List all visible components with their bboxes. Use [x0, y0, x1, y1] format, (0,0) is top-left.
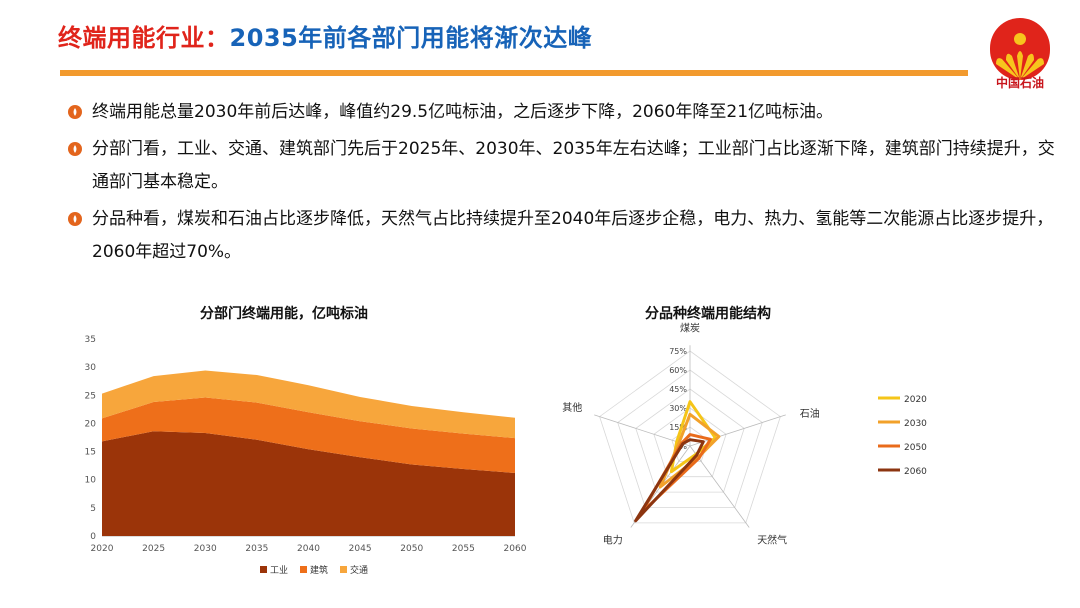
radar-axis-label: 其他	[562, 401, 582, 414]
legend-label: 2030	[904, 419, 927, 429]
radar-spoke	[594, 414, 691, 447]
area-chart-title: 分部门终端用能，亿吨标油	[200, 306, 368, 322]
radar-tick-label: 45%	[669, 385, 687, 394]
title-part-red: 终端用能行业：	[58, 24, 230, 52]
bullet-drop-icon	[68, 105, 82, 119]
x-tick-label: 2030	[194, 544, 217, 554]
radar-tick-label: 75%	[669, 347, 687, 356]
bullet-drop-icon	[68, 212, 82, 226]
bullet-item: 终端用能总量2030年前后达峰，峰值约29.5亿吨标油，之后逐步下降，2060年…	[68, 96, 1058, 129]
radar-chart: 0%15%30%45%60%75%煤炭石油天然气电力其他202020302050…	[562, 321, 927, 546]
x-tick-label: 2055	[452, 544, 475, 554]
radar-spoke	[689, 445, 750, 528]
radar-tick-label: 60%	[669, 366, 687, 375]
radar-axis-label: 天然气	[757, 533, 787, 546]
y-tick-label: 30	[85, 363, 97, 373]
area-series-交通	[102, 370, 515, 439]
legend-label: 2060	[904, 467, 927, 477]
bullet-text: 分部门看，工业、交通、建筑部门先后于2025年、2030年、2035年左右达峰；…	[92, 139, 1055, 192]
legend-swatch	[340, 566, 347, 573]
x-tick-label: 2040	[297, 544, 320, 554]
x-tick-label: 2025	[142, 544, 165, 554]
radar-grid-ring	[653, 407, 727, 478]
legend-swatch	[300, 566, 307, 573]
title-part-blue: 2035年前各部门用能将渐次达峰	[229, 24, 593, 52]
y-tick-label: 25	[85, 391, 96, 401]
legend-label: 2050	[904, 443, 927, 453]
radar-grid-ring	[617, 369, 763, 508]
y-tick-label: 5	[90, 504, 96, 514]
area-series-工业	[102, 431, 515, 536]
y-tick-label: 10	[85, 476, 97, 486]
radar-axis-label: 煤炭	[680, 321, 700, 334]
radar-chart-title: 分品种终端用能结构	[645, 306, 771, 322]
x-tick-label: 2020	[91, 544, 114, 554]
legend-label: 建筑	[310, 564, 328, 576]
y-tick-label: 0	[90, 532, 96, 542]
x-tick-label: 2035	[245, 544, 268, 554]
bullet-list: 终端用能总量2030年前后达峰，峰值约29.5亿吨标油，之后逐步下降，2060年…	[68, 96, 1058, 273]
radar-axis-label: 电力	[603, 533, 623, 546]
legend-label: 工业	[270, 565, 288, 576]
bullet-item: 分部门看，工业、交通、建筑部门先后于2025年、2030年、2035年左右达峰；…	[68, 133, 1058, 199]
logo-text: 中国石油	[995, 76, 1044, 90]
legend-label: 交通	[350, 564, 368, 576]
x-tick-label: 2060	[504, 544, 527, 554]
area-series-建筑	[102, 397, 515, 473]
bullet-drop-icon	[68, 142, 82, 156]
radar-grid-ring	[635, 388, 745, 493]
y-tick-label: 15	[85, 448, 96, 458]
radar-axis-label: 石油	[800, 407, 820, 420]
radar-series-2060	[634, 438, 705, 523]
radar-tick-label: 30%	[669, 404, 687, 413]
bullet-text: 终端用能总量2030年前后达峰，峰值约29.5亿吨标油，之后逐步下降，2060年…	[92, 102, 834, 122]
y-tick-label: 20	[85, 419, 97, 429]
cnpc-logo-icon	[990, 18, 1050, 80]
x-tick-label: 2045	[349, 544, 372, 554]
x-tick-label: 2050	[400, 544, 423, 554]
page-title: 终端用能行业：2035年前各部门用能将渐次达峰	[58, 18, 592, 53]
bullet-item: 分品种看，煤炭和石油占比逐步降低，天然气占比持续提升至2040年后逐步企稳，电力…	[68, 203, 1058, 269]
title-underline	[60, 70, 968, 76]
bullet-text: 分品种看，煤炭和石油占比逐步降低，天然气占比持续提升至2040年后逐步企稳，电力…	[92, 209, 1054, 262]
radar-spoke	[689, 414, 786, 447]
legend-swatch	[260, 566, 267, 573]
radar-grid-ring	[599, 350, 781, 524]
y-tick-label: 35	[85, 335, 96, 345]
radar-tick-label: 15%	[669, 423, 687, 432]
legend-label: 2020	[904, 395, 927, 405]
